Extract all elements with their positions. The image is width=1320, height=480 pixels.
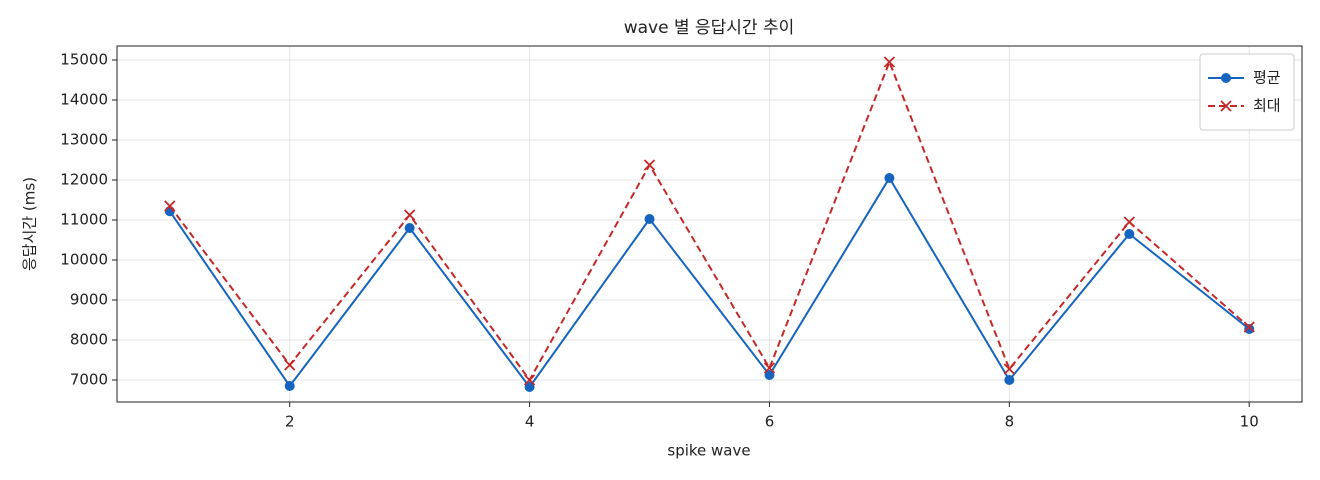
legend-marker <box>1220 100 1232 112</box>
point <box>404 223 415 233</box>
point <box>284 381 295 391</box>
point <box>763 362 776 374</box>
x-axis-label: spike wave <box>667 442 750 460</box>
point <box>404 209 416 221</box>
x-tick-label: 6 <box>765 413 775 431</box>
x-tick-label: 10 <box>1240 413 1259 431</box>
series-line <box>168 176 1250 389</box>
y-tick-label: 11000 <box>60 211 108 229</box>
y-tick-label: 13000 <box>60 131 108 149</box>
point <box>284 359 296 371</box>
y-axis-label: 응답시간 (ms) <box>21 177 39 271</box>
point <box>883 56 896 68</box>
point <box>523 374 536 386</box>
x-tick-label: 4 <box>525 413 535 431</box>
y-tick-label: 10000 <box>60 251 108 269</box>
chart-title: wave 별 응답시간 추이 <box>624 18 795 38</box>
y-tick-label: 12000 <box>60 171 108 189</box>
y-tick-label: 15000 <box>60 51 108 69</box>
legend-box <box>1199 53 1295 131</box>
y-tick-label: 7000 <box>70 371 108 389</box>
point <box>764 370 775 380</box>
y-tick-label: 9000 <box>70 291 108 309</box>
y-tick-label: 14000 <box>60 91 108 109</box>
x-tick-label: 8 <box>1005 413 1015 431</box>
point <box>1004 375 1015 385</box>
point <box>1003 363 1015 375</box>
point <box>643 159 656 171</box>
legend-label: 평균 <box>1253 69 1281 87</box>
point <box>644 214 655 224</box>
y-tick-label: 8000 <box>70 331 108 349</box>
point <box>1243 321 1255 333</box>
legend-label: 최대 <box>1253 97 1281 115</box>
point <box>1124 229 1135 239</box>
point <box>524 382 535 392</box>
legend-marker <box>1221 73 1231 83</box>
point <box>884 173 895 183</box>
plot-frame <box>116 45 1303 403</box>
point <box>1123 216 1135 228</box>
point <box>164 200 176 212</box>
series-line <box>168 59 1250 382</box>
point <box>1244 324 1255 334</box>
x-tick-label: 2 <box>285 413 295 431</box>
